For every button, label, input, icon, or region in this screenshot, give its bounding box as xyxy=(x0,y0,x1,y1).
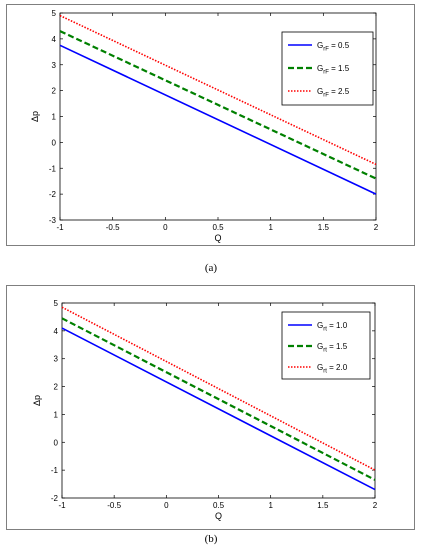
legend-box xyxy=(281,311,371,380)
legend-label-1: GrF = 0.5 xyxy=(317,41,350,53)
series-line-1 xyxy=(61,327,376,491)
series-line-2 xyxy=(59,30,377,180)
x-axis-label: Q xyxy=(215,511,222,521)
series-line-3 xyxy=(59,14,377,166)
y-tick-label: 0 xyxy=(54,438,59,447)
y-tick-label: 3 xyxy=(54,355,59,364)
series-line-2 xyxy=(61,317,376,481)
series-line-1 xyxy=(59,44,377,195)
x-tick-label: 2 xyxy=(373,501,378,510)
x-tick-label: -1 xyxy=(58,501,66,510)
y-tick-label: 4 xyxy=(52,35,57,44)
y-tick-label: -1 xyxy=(51,466,59,475)
x-tick-label: -0.5 xyxy=(106,223,120,232)
y-tick-label: 4 xyxy=(54,327,59,336)
y-tick-label: -2 xyxy=(51,494,59,503)
x-tick-label: 0.5 xyxy=(212,223,224,232)
x-tick-label: 1.5 xyxy=(318,223,330,232)
y-tick-label: -2 xyxy=(49,190,57,199)
chart-panel-b: -1 -0.5 0 0.5 1 1.5 2 -2 -1 0 1 2 3 4 5 Q Δp Grt = 1.0 Grt… xyxy=(6,285,415,530)
y-tick-label: -1 xyxy=(49,164,57,173)
y-tick-label: 1 xyxy=(54,410,59,419)
x-axis-label: Q xyxy=(214,233,221,243)
x-tick-label: -1 xyxy=(56,223,64,232)
x-tick-label: 0 xyxy=(164,501,169,510)
x-tick-label: 2 xyxy=(374,223,379,232)
y-axis-label: Δp xyxy=(32,395,42,406)
chart-panel-a: -1 -0.5 0 0.5 1 1.5 2 -3 -2 -1 0 1 2 3 4 5 Q Δp GrF = 0.5 G… xyxy=(6,4,415,246)
y-tick-label: 3 xyxy=(52,61,57,70)
y-tick-label: 5 xyxy=(54,299,59,308)
x-tick-label: 1 xyxy=(268,501,273,510)
legend-label-2: Grt = 1.5 xyxy=(317,342,348,354)
y-axis-label: Δp xyxy=(30,111,40,122)
x-tick-label: 1.5 xyxy=(317,501,329,510)
x-tick-label: -0.5 xyxy=(107,501,121,510)
legend-label-3: Grt = 2.0 xyxy=(317,363,348,375)
x-tick-label: 1 xyxy=(268,223,273,232)
y-tick-label: 5 xyxy=(52,9,57,18)
legend: GrF = 0.5 GrF = 1.5 GrF = 2.5 xyxy=(281,31,374,106)
series-line-3 xyxy=(61,306,376,471)
legend-label-3: GrF = 2.5 xyxy=(317,87,350,99)
y-tick-label: 2 xyxy=(54,383,59,392)
y-tick-label: 1 xyxy=(52,113,57,122)
y-tick-label: 2 xyxy=(52,87,57,96)
legend: Grt = 1.0 Grt = 1.5 Grt = 2.0 xyxy=(281,311,371,380)
legend-label-1: Grt = 1.0 xyxy=(317,321,348,333)
caption-b: (b) xyxy=(204,533,218,545)
caption-a: (a) xyxy=(204,262,218,274)
x-tick-label: 0 xyxy=(163,223,168,232)
legend-label-2: GrF = 1.5 xyxy=(317,64,350,76)
y-tick-label: 0 xyxy=(52,138,57,147)
x-tick-label: 0.5 xyxy=(213,501,225,510)
y-tick-label: -3 xyxy=(49,216,57,225)
